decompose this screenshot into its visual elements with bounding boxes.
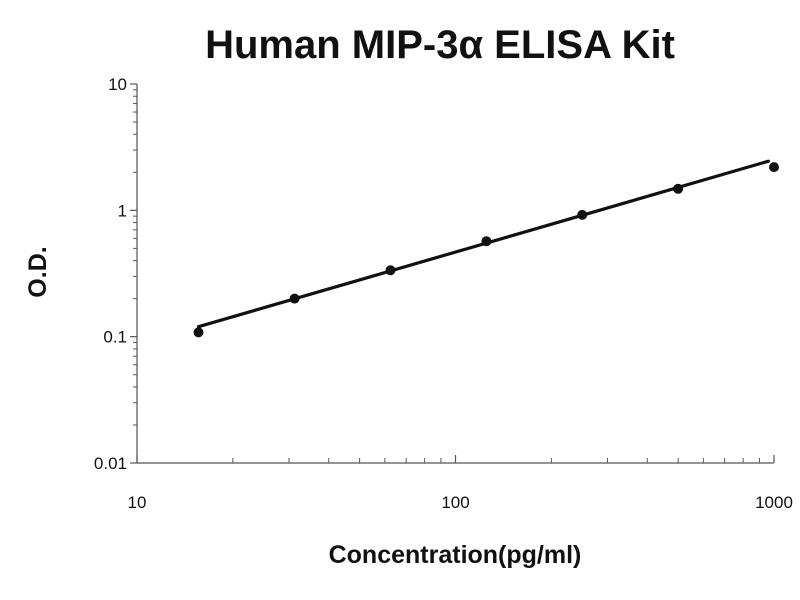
x-tick-label: 100	[441, 493, 469, 512]
tick-labels: 10 1 0.1 0.01 10 100 1000	[94, 75, 793, 512]
x-axis-title: Concentration(pg/ml)	[329, 541, 582, 569]
y-axis-title: O.D.	[24, 246, 52, 297]
x-axis-ticks	[136, 455, 775, 463]
data-points	[193, 162, 779, 338]
x-tick-label: 10	[128, 493, 147, 512]
data-point	[769, 162, 779, 173]
data-point	[481, 236, 492, 247]
data-point	[289, 293, 300, 304]
data-point	[577, 209, 588, 220]
data-point	[193, 327, 204, 338]
data-point	[673, 183, 684, 194]
data-point	[385, 265, 396, 276]
plot-axes	[136, 84, 774, 464]
y-tick-label: 0.1	[103, 328, 127, 347]
y-tick-label: 1	[118, 201, 127, 220]
y-tick-label: 0.01	[94, 454, 127, 473]
y-axis-ticks	[130, 83, 137, 464]
y-tick-label: 10	[108, 75, 127, 94]
chart-title: Human MIP-3α ELISA Kit	[205, 23, 675, 67]
x-tick-label: 1000	[755, 493, 793, 512]
